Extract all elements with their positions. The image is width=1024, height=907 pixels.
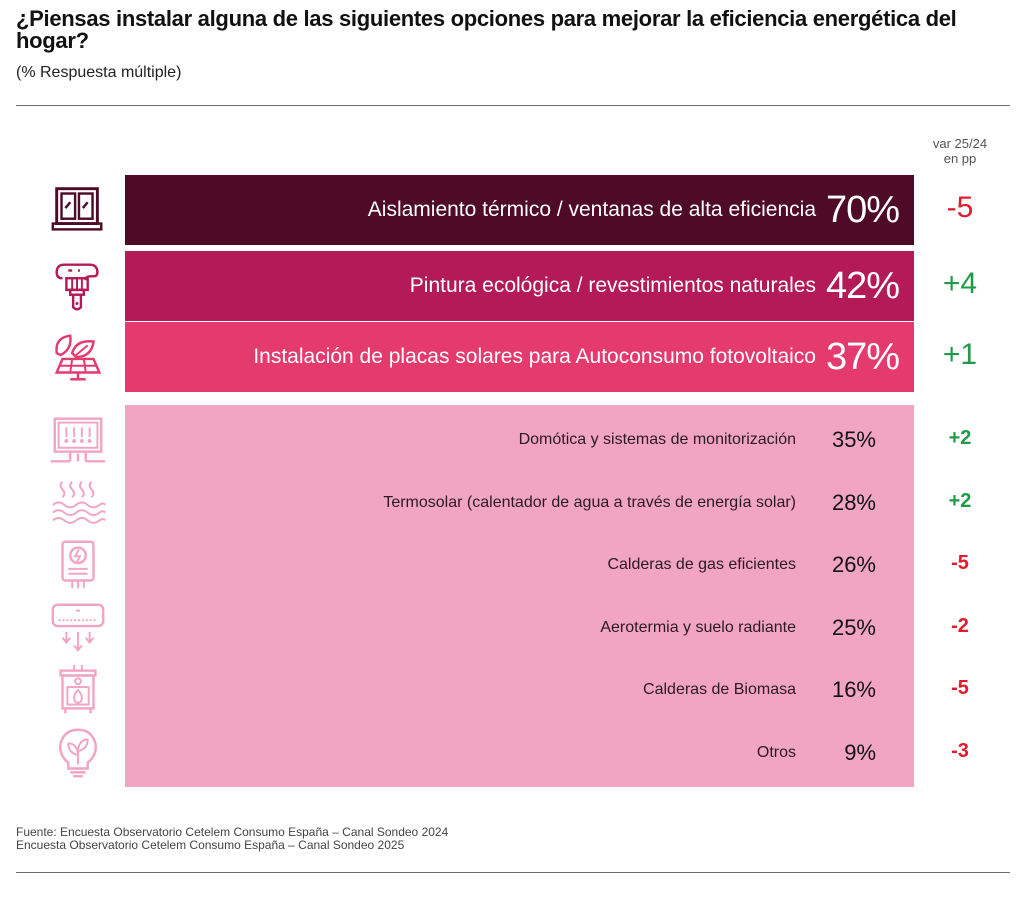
- biomass-stove-icon: [46, 662, 110, 718]
- option-label: Termosolar (calentador de agua a través …: [383, 493, 796, 511]
- table-row: Aislamiento térmico / ventanas de alta e…: [125, 175, 914, 245]
- hot-water-icon: [46, 475, 110, 531]
- option-percentage: 42%: [826, 264, 900, 307]
- other-options-background: [125, 405, 914, 787]
- option-label: Aislamiento térmico / ventanas de alta e…: [367, 198, 816, 221]
- window-icon: [46, 182, 110, 238]
- top-divider: [16, 105, 1010, 106]
- variation-value: -5: [946, 191, 974, 224]
- variation-value: -2: [951, 614, 969, 637]
- option-percentage: 9%: [844, 739, 876, 765]
- variation-value: +2: [948, 489, 972, 512]
- option-percentage: 28%: [831, 489, 876, 515]
- option-percentage: 16%: [831, 677, 876, 702]
- option-label: Calderas de Biomasa: [643, 681, 796, 698]
- option-percentage: 25%: [831, 614, 876, 640]
- variation-value: +1: [942, 338, 978, 371]
- air-conditioner-icon: [46, 600, 110, 656]
- bottom-divider: [16, 872, 1010, 873]
- option-percentage: 26%: [831, 552, 876, 577]
- variation-header-line1: var 25/24: [932, 136, 988, 151]
- monitor-control-icon: [46, 412, 110, 468]
- source-line-2: Encuesta Observatorio Cetelem Consumo Es…: [16, 838, 405, 852]
- option-label: Instalación de placas solares para Autoc…: [253, 345, 816, 368]
- variation-column-header: var 25/24 en pp: [920, 136, 1000, 166]
- table-row: Domótica y sistemas de monitorización 35%: [125, 409, 914, 471]
- table-row: Termosolar (calentador de agua a través …: [125, 472, 914, 534]
- source-line-1: Fuente: Encuesta Observatorio Cetelem Co…: [16, 825, 449, 839]
- variation-value: -5: [951, 677, 969, 699]
- option-label: Pintura ecológica / revestimientos natur…: [409, 274, 816, 297]
- variation-value: -5: [951, 552, 969, 574]
- option-label: Calderas de gas eficientes: [607, 556, 796, 573]
- table-row: Pintura ecológica / revestimientos natur…: [125, 251, 914, 321]
- variation-header-line2: en pp: [943, 151, 977, 166]
- option-percentage: 37%: [826, 335, 900, 378]
- variation-value: +4: [942, 267, 978, 300]
- eco-bulb-icon: [46, 725, 110, 781]
- option-label: Otros: [756, 743, 796, 761]
- variation-value: +2: [948, 427, 972, 449]
- variation-value: -3: [951, 739, 969, 762]
- option-label: Aerotermia y suelo radiante: [600, 618, 796, 636]
- table-row: Aerotermia y suelo radiante 25%: [125, 597, 914, 659]
- source-note: Fuente: Encuesta Observatorio Cetelem Co…: [16, 826, 448, 852]
- option-percentage: 70%: [826, 188, 900, 231]
- paint-brush-icon: [46, 258, 110, 314]
- table-row: Instalación de placas solares para Autoc…: [125, 322, 914, 392]
- option-label: Domótica y sistemas de monitorización: [518, 431, 796, 448]
- solar-panel-leaf-icon: [46, 329, 110, 385]
- option-percentage: 35%: [831, 427, 876, 452]
- table-row: Otros 9%: [125, 722, 914, 784]
- chart-title: ¿Piensas instalar alguna de las siguient…: [16, 6, 957, 53]
- table-row: Calderas de Biomasa 16%: [125, 659, 914, 721]
- table-row: Calderas de gas eficientes 26%: [125, 534, 914, 596]
- chart-subtitle: (% Respuesta múltiple): [16, 64, 182, 81]
- boiler-icon: [46, 537, 110, 593]
